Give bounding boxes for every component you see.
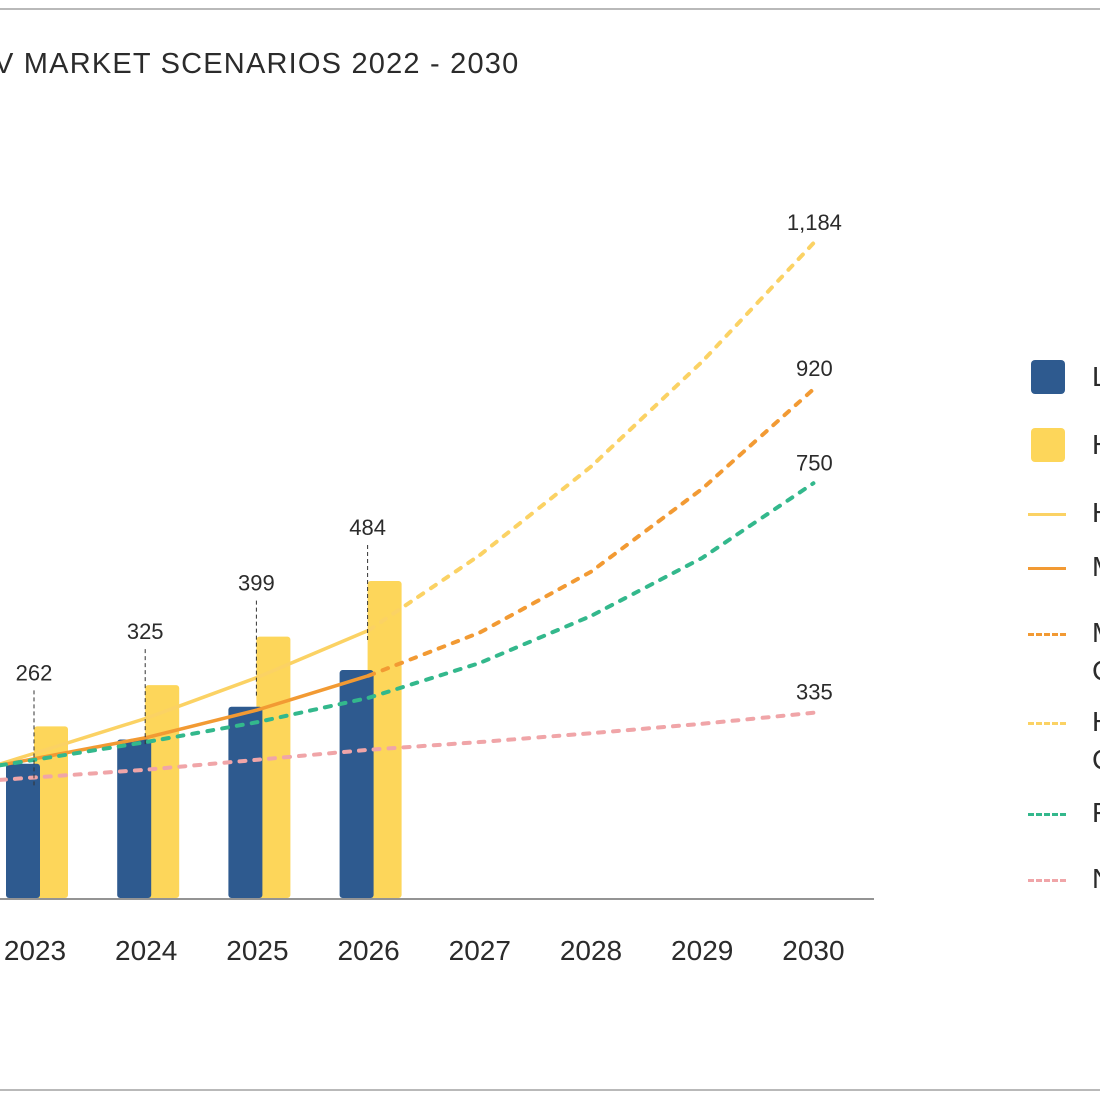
bar-yellow-2026 — [367, 580, 402, 898]
bar-value-label: 399 — [238, 571, 275, 596]
legend-label: H — [1092, 703, 1100, 741]
line-h-solid-0 — [0, 628, 371, 766]
legend-swatch — [1028, 813, 1066, 816]
legend-item: H C — [1028, 705, 1100, 775]
bar-value-label: 484 — [349, 515, 386, 540]
bars-layer — [6, 580, 402, 898]
lines-layer — [0, 241, 816, 782]
legend-label: H — [1092, 494, 1100, 532]
x-tick-label: 2030 — [782, 935, 844, 966]
legend-item: M — [1028, 550, 1100, 582]
legend-label: L — [1092, 361, 1100, 392]
labels-layer: 262 325 399 484 1,184 920 750 335 — [16, 210, 842, 787]
line-m-dotted-2 — [366, 387, 816, 678]
end-value-label: 920 — [796, 356, 833, 381]
x-tick-label: 2023 — [4, 935, 66, 966]
x-tick-label: 2029 — [671, 935, 733, 966]
x-tick-label: 2024 — [115, 935, 177, 966]
legend-swatch — [1028, 879, 1066, 882]
line-f-dotted-4 — [0, 481, 816, 768]
legend-swatch — [1031, 360, 1065, 394]
legend-label-line2: C — [1092, 652, 1100, 690]
bottom-divider — [0, 1089, 1100, 1091]
legend-swatch — [1031, 428, 1065, 462]
end-value-label: 1,184 — [787, 210, 842, 235]
bar-value-label: 262 — [16, 660, 53, 685]
legend-swatch — [1028, 513, 1066, 516]
x-tick-label: 2027 — [449, 935, 511, 966]
bar-blue-2025 — [228, 706, 263, 898]
legend-item: L — [1028, 360, 1100, 394]
chart-title: V MARKET SCENARIOS 2022 - 2030 — [0, 48, 520, 80]
legend-label: H — [1092, 426, 1100, 464]
legend-item: H — [1028, 496, 1100, 528]
legend-item: M C — [1028, 616, 1100, 686]
x-tick-label: 2025 — [226, 935, 288, 966]
legend-label: F — [1092, 794, 1100, 832]
x-tick-label: 2028 — [560, 935, 622, 966]
legend-swatch — [1028, 633, 1066, 636]
legend-swatch — [1028, 722, 1066, 725]
bar-value-label: 325 — [127, 619, 164, 644]
legend-label: N — [1092, 860, 1100, 898]
line-n-dotted-5 — [0, 710, 816, 782]
top-divider — [0, 8, 1100, 10]
line-h-dotted-3 — [366, 241, 816, 633]
legend-label: M — [1092, 614, 1100, 652]
bar-blue-2026 — [339, 670, 374, 898]
x-tick-label: 2026 — [337, 935, 399, 966]
legend-item: H — [1028, 428, 1100, 462]
line-m-solid-1 — [0, 673, 371, 768]
legend-label: M — [1092, 548, 1100, 586]
bar-yellow-2023 — [34, 726, 68, 898]
x-tick-labels: 2023 2024 2025 2026 2027 2028 2029 2030 — [4, 935, 845, 966]
end-value-label: 335 — [796, 680, 833, 705]
end-value-label: 750 — [796, 450, 833, 475]
legend-swatch — [1028, 567, 1066, 570]
legend-label-line2: C — [1092, 741, 1100, 779]
legend-item: F — [1028, 796, 1100, 828]
bar-blue-2024 — [117, 739, 152, 898]
legend-item: N — [1028, 862, 1100, 894]
bar-blue-2023 — [6, 763, 40, 898]
